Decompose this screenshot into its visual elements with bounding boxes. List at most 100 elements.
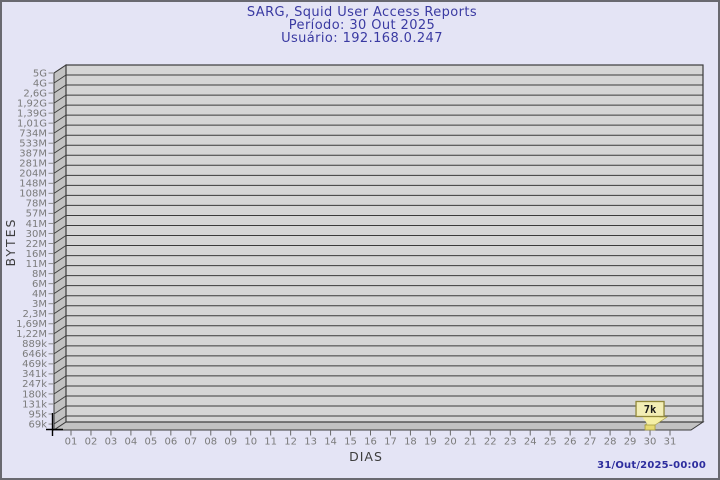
x-tick-label: 27	[584, 437, 597, 448]
x-tick-label: 01	[65, 437, 78, 448]
y-tick-label: 2,3M	[22, 309, 47, 320]
x-tick-label: 04	[125, 437, 138, 448]
grid-line-side	[53, 74, 67, 84]
x-tick-label: 25	[544, 437, 557, 448]
plot-left-face	[53, 64, 67, 431]
grid-line-side	[53, 275, 67, 285]
x-tick-label: 23	[504, 437, 517, 448]
y-tick-label: 11M	[26, 259, 47, 270]
y-tick-label: 69k	[28, 419, 47, 430]
chart-title: SARG, Squid User Access Reports	[246, 5, 478, 20]
generated-timestamp: 31/Out/2025-00:00	[597, 460, 706, 471]
x-tick-label: 26	[564, 437, 577, 448]
x-tick-label: 22	[484, 437, 497, 448]
y-tick-label: 6M	[32, 279, 47, 290]
grid-line-side	[53, 205, 67, 214]
y-tick-label: 734M	[19, 128, 47, 139]
y-tick-label: 341k	[22, 369, 47, 380]
y-tick-label: 204M	[19, 169, 47, 180]
y-tick-label: 108M	[19, 189, 47, 200]
x-tick-label: 06	[164, 437, 177, 448]
y-tick-label: 148M	[19, 179, 47, 190]
grid-line-side	[53, 114, 67, 124]
bar-value-callout	[635, 400, 665, 418]
x-tick-label: 05	[144, 437, 157, 448]
plot-area	[65, 64, 704, 423]
y-tick-label: 889k	[22, 339, 47, 350]
x-tick-label: 28	[604, 437, 617, 448]
y-tick-label: 131k	[22, 399, 47, 410]
y-tick-label: 30M	[26, 229, 47, 240]
x-tick-label: 31	[664, 437, 677, 448]
grid-line-side	[53, 184, 67, 194]
grid-line-side	[53, 255, 67, 264]
y-axis-title: BYTES	[3, 218, 18, 267]
y-tick-label: 247k	[22, 379, 47, 390]
x-tick-label: 10	[244, 437, 257, 448]
x-tick-label: 03	[105, 437, 118, 448]
grid-line-side	[53, 245, 67, 254]
chart-user-subtitle: Usuário: 192.168.0.247	[281, 31, 443, 46]
grid-line-side	[53, 154, 67, 164]
grid-line-side	[53, 415, 67, 425]
y-tick-label: 1,69M	[16, 319, 47, 330]
x-tick-label: 20	[444, 437, 457, 448]
grid-line-side	[53, 315, 67, 325]
chart-period-subtitle: Período: 30 Out 2025	[288, 18, 436, 33]
y-tick-label: 41M	[26, 219, 47, 230]
x-tick-label: 11	[264, 437, 277, 448]
x-tick-label: 09	[224, 437, 237, 448]
x-tick-label: 17	[384, 437, 397, 448]
y-tick-label: 8M	[32, 269, 47, 280]
grid-line-side	[53, 174, 67, 184]
y-tick-label: 5G	[33, 68, 47, 79]
y-tick-label: 387M	[19, 149, 47, 160]
x-tick-label: 12	[284, 437, 297, 448]
grid-line-side	[53, 295, 67, 305]
y-tick-label: 95k	[28, 409, 47, 420]
grid-line-side	[53, 144, 67, 154]
grid-line-side	[53, 94, 67, 104]
grid-line-side	[53, 395, 67, 405]
y-tick-label: 1,01G	[17, 118, 47, 129]
x-tick-label: 08	[204, 437, 217, 448]
grid-line-side	[53, 225, 67, 234]
x-tick-label: 13	[304, 437, 317, 448]
y-tick-label: 646k	[22, 349, 47, 360]
grid-line-side	[53, 64, 67, 74]
y-tick-label: 533M	[19, 139, 47, 150]
grid-line-side	[53, 365, 67, 375]
grid-line-side	[53, 285, 67, 295]
x-tick-label: 21	[464, 437, 477, 448]
grid-line-side	[53, 375, 67, 385]
x-tick-label: 24	[524, 437, 537, 448]
y-tick-label: 16M	[26, 249, 47, 260]
grid-line-side	[53, 215, 67, 224]
x-axis-title: DIAS	[349, 449, 383, 464]
x-tick-label: 02	[85, 437, 98, 448]
grid-line-side	[53, 124, 67, 134]
grid-line-side	[53, 385, 67, 395]
x-tick-label: 30	[644, 437, 657, 448]
grid-line-side	[53, 104, 67, 114]
y-tick-label: 281M	[19, 159, 47, 170]
y-tick-label: 180k	[22, 389, 47, 400]
y-tick-label: 78M	[26, 199, 47, 210]
x-tick-label: 07	[184, 437, 197, 448]
grid-line-side	[53, 325, 67, 335]
y-tick-label: 1,92G	[17, 98, 47, 109]
plot-bottom-face	[52, 421, 705, 431]
y-tick-label: 3M	[32, 299, 47, 310]
y-tick-label: 22M	[26, 239, 47, 250]
y-tick-label: 1,22M	[16, 329, 47, 340]
bar-front-face	[644, 424, 656, 431]
x-tick-label: 29	[624, 437, 637, 448]
x-tick-label: 18	[404, 437, 417, 448]
y-tick-label: 4M	[32, 289, 47, 300]
x-tick-label: 19	[424, 437, 437, 448]
x-tick-label: 16	[364, 437, 377, 448]
y-tick-label: 2,6G	[23, 88, 47, 99]
grid-line-side	[53, 305, 67, 315]
y-tick-label: 469k	[22, 359, 47, 370]
grid-line-side	[53, 164, 67, 174]
